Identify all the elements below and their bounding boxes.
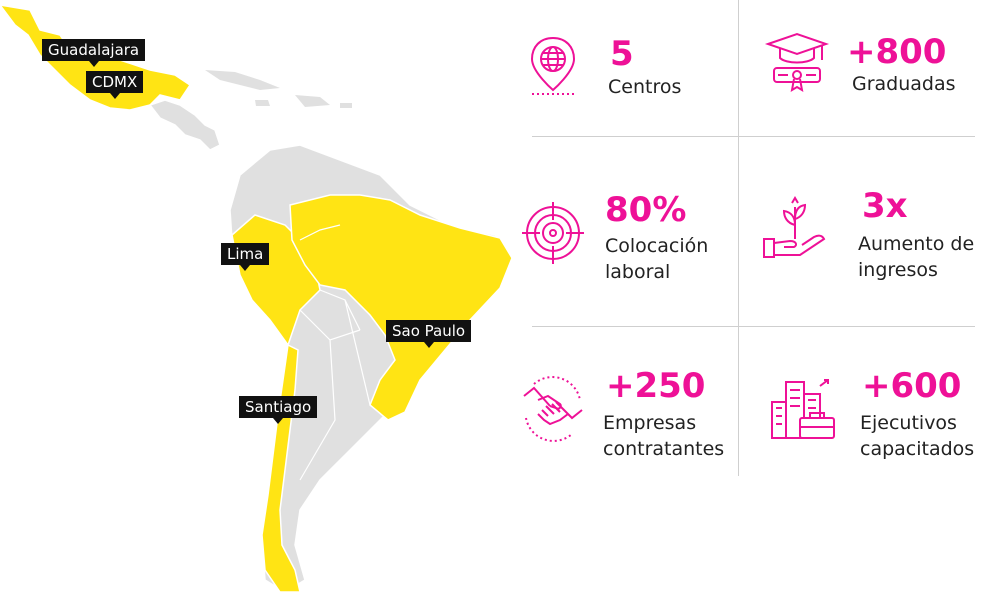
central-america — [148, 99, 221, 151]
stat-colocacion-label-2: laboral — [605, 261, 671, 283]
handshake-icon — [523, 376, 583, 442]
pin-sao-paulo: Sao Paulo — [386, 320, 472, 348]
city-briefcase-icon — [771, 379, 835, 439]
pin-guadalajara: Guadalajara — [42, 39, 146, 67]
stat-empresas-value: +250 — [606, 366, 706, 406]
hand-plant-growth-icon — [763, 196, 826, 258]
globe-location-icon — [530, 36, 576, 95]
jamaica-island — [255, 100, 270, 106]
stat-colocacion-label-1: Colocación — [605, 235, 709, 257]
vertical-divider — [738, 0, 739, 476]
stat-empresas-label-2: contratantes — [603, 438, 725, 460]
stat-centros-label: Centros — [608, 76, 682, 98]
stat-colocacion-value: 80% — [605, 190, 687, 230]
stat-ejecutivos-value: +600 — [862, 366, 962, 406]
cuba-island — [205, 70, 280, 90]
pin-santiago: Santiago — [239, 396, 318, 424]
stat-ingresos-label-1: Aumento de — [858, 233, 975, 255]
stat-centros-value: 5 — [610, 34, 634, 74]
brazil-region — [289, 194, 513, 421]
stat-ingresos-label-2: ingresos — [858, 259, 938, 281]
stat-graduadas-label: Graduadas — [852, 73, 956, 95]
stat-empresas-label-1: Empresas — [603, 412, 697, 434]
stat-graduadas-value: +800 — [847, 32, 947, 72]
stat-ingresos-value: 3x — [862, 186, 908, 226]
stat-ejecutivos-label-1: Ejecutivos — [860, 412, 957, 434]
horizontal-divider-1 — [532, 136, 975, 137]
puerto-rico-island — [340, 103, 352, 108]
target-icon — [522, 202, 584, 264]
graduation-diploma-icon — [764, 32, 830, 92]
pin-lima: Lima — [221, 243, 270, 271]
country-borders — [299, 224, 371, 481]
pin-cdmx: CDMX — [86, 71, 144, 99]
hispaniola-island — [295, 95, 330, 107]
horizontal-divider-2 — [532, 326, 975, 327]
stat-ejecutivos-label-2: capacitados — [860, 438, 975, 460]
latin-america-map — [0, 4, 513, 593]
